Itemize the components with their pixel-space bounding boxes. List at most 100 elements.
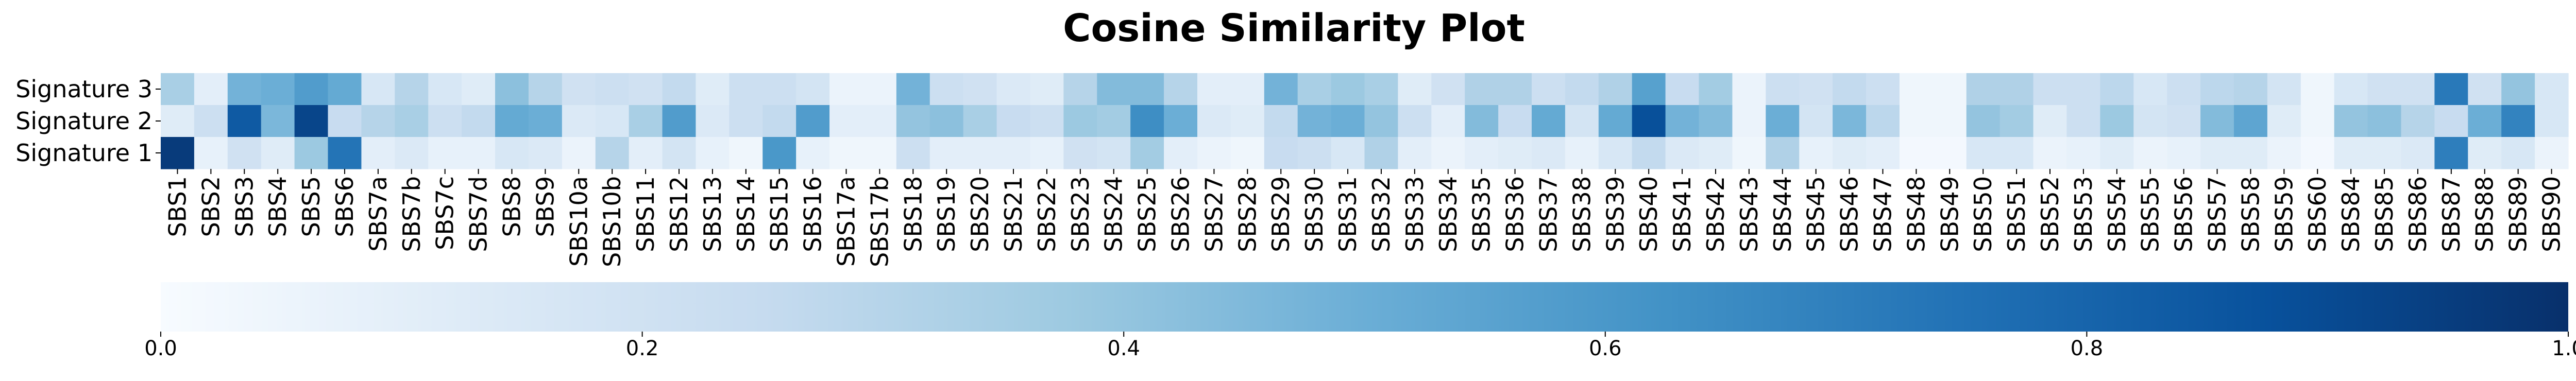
colorbar-tick-label: 0.8	[2071, 337, 2104, 360]
heatmap-cell	[1933, 73, 1967, 106]
heatmap-cell	[2367, 137, 2402, 169]
chart-title: Cosine Similarity Plot	[1063, 6, 1525, 50]
heatmap-cell	[227, 73, 262, 106]
heatmap-cell	[2033, 137, 2067, 169]
column-label: SBS32	[1367, 176, 1395, 252]
heatmap-cell	[1398, 137, 1432, 169]
heatmap-cell	[1063, 73, 1097, 106]
column-label: SBS86	[2404, 176, 2432, 252]
heatmap-cell	[2233, 137, 2268, 169]
heatmap-cell	[161, 137, 195, 169]
column-label: SBS7b	[398, 176, 426, 252]
heatmap-cell	[495, 137, 529, 169]
heatmap-cell	[796, 73, 830, 106]
heatmap-cell	[1230, 105, 1265, 137]
heatmap-cell	[1565, 105, 1599, 137]
heatmap-cell	[729, 105, 763, 137]
heatmap-cell	[862, 73, 897, 106]
heatmap-cell	[1264, 73, 1298, 106]
heatmap-cell	[2401, 73, 2435, 106]
heatmap-cell	[227, 137, 262, 169]
heatmap-cell	[2167, 73, 2201, 106]
heatmap-cell	[595, 137, 630, 169]
heatmap-cell	[1130, 73, 1164, 106]
heatmap-cell	[1766, 105, 1800, 137]
row-labels: Signature 3 Signature 2 Signature 1	[15, 75, 161, 167]
heatmap-cell	[896, 105, 930, 137]
column-label: SBS36	[1501, 176, 1529, 252]
heatmap-cell	[361, 73, 395, 106]
heatmap-cell	[1632, 105, 1666, 137]
heatmap-cell	[929, 137, 964, 169]
heatmap-cell	[1331, 73, 1365, 106]
heatmap-cell	[1364, 137, 1398, 169]
colorbar-tick-label: 0.6	[1589, 337, 1622, 360]
heatmap-cell	[294, 137, 329, 169]
heatmap-cell	[2334, 73, 2368, 106]
column-label: SBS54	[2103, 176, 2131, 252]
heatmap-cell	[261, 73, 295, 106]
heatmap-cell	[1732, 73, 1766, 106]
heatmap-cell	[2367, 73, 2402, 106]
heatmap-cell	[528, 137, 563, 169]
heatmap-cell	[2133, 137, 2167, 169]
heatmap-cell	[428, 73, 462, 106]
heatmap-cell	[1431, 137, 1465, 169]
heatmap-cell	[1498, 137, 1532, 169]
column-label: SBS49	[1936, 176, 1963, 252]
heatmap-cell	[1565, 73, 1599, 106]
heatmap-cell	[1431, 105, 1465, 137]
heatmap-cell	[729, 73, 763, 106]
heatmap-cell	[2300, 73, 2335, 106]
heatmap-cell	[1331, 105, 1365, 137]
heatmap-cell	[829, 105, 863, 137]
column-label: SBS37	[1534, 176, 1562, 252]
column-label: SBS90	[2538, 176, 2566, 252]
column-label: SBS17a	[833, 176, 860, 267]
heatmap-cell	[2434, 137, 2468, 169]
column-label: SBS35	[1468, 176, 1496, 252]
heatmap-cell	[1331, 137, 1365, 169]
column-label: SBS47	[1869, 176, 1896, 252]
column-label: SBS58	[2236, 176, 2264, 252]
heatmap-cell	[2367, 105, 2402, 137]
heatmap-cell	[829, 137, 863, 169]
heatmap-cell	[896, 73, 930, 106]
heatmap-cell	[595, 73, 630, 106]
heatmap-cell	[1364, 105, 1398, 137]
heatmap-cell	[161, 105, 195, 137]
heatmap-cell	[462, 105, 496, 137]
column-label: SBS46	[1836, 176, 1863, 252]
column-label: SBS14	[732, 176, 760, 252]
heatmap-cell	[1766, 137, 1800, 169]
heatmap-cell	[1665, 137, 1700, 169]
column-label: SBS12	[665, 176, 693, 252]
heatmap-cell	[1398, 73, 1432, 106]
column-label: SBS11	[632, 176, 659, 252]
heatmap-cell	[1699, 137, 1733, 169]
column-label: SBS51	[2003, 176, 2030, 252]
row-label: Signature 1	[15, 139, 152, 167]
heatmap-cell	[2066, 105, 2100, 137]
heatmap-cell	[1097, 73, 1131, 106]
heatmap-cell	[428, 105, 462, 137]
heatmap-cell	[1532, 105, 1566, 137]
heatmap-cell	[1866, 137, 1900, 169]
heatmap-cell	[862, 105, 897, 137]
heatmap-cell	[194, 105, 228, 137]
heatmap-cell	[963, 105, 997, 137]
heatmap-cell	[1297, 137, 1332, 169]
heatmap-cell	[1030, 105, 1064, 137]
heatmap-cell	[1465, 105, 1499, 137]
heatmap-cell	[1398, 105, 1432, 137]
heatmap-cell	[562, 137, 596, 169]
heatmap-cell	[1799, 105, 1833, 137]
heatmap-cell	[1598, 137, 1633, 169]
column-label: SBS24	[1100, 176, 1128, 252]
heatmap-cell	[1833, 105, 1867, 137]
heatmap-cell	[1933, 137, 1967, 169]
column-label: SBS3	[230, 176, 258, 237]
column-label: SBS5	[297, 176, 325, 237]
heatmap-cell	[1799, 73, 1833, 106]
heatmap-cell	[1833, 137, 1867, 169]
